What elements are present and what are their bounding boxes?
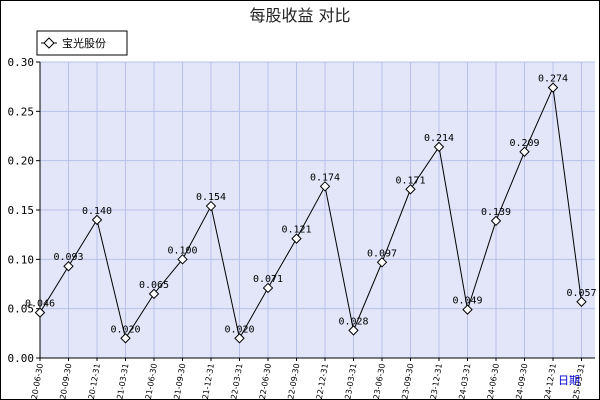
x-tick-label: 2023-12-31: [427, 363, 444, 400]
x-tick-label: 2023-06-30: [370, 363, 387, 400]
x-tick-label: 2023-09-30: [399, 363, 416, 400]
x-axis-unit-label: 日期: [558, 374, 580, 387]
data-label: 0.154: [196, 192, 226, 203]
data-point-marker: [519, 146, 530, 157]
series-polyline: [39, 85, 582, 340]
data-label: 0.100: [167, 245, 197, 256]
y-axis-ticks: 0.00 0.05 0.10 0.15 0.20 0.25 0.30: [8, 56, 40, 365]
data-point-marker: [234, 333, 245, 344]
data-label: 0.071: [253, 274, 283, 285]
x-tick-label: 2020-06-30: [28, 363, 45, 400]
y-tick-label: 0.20: [8, 155, 35, 168]
data-point-marker: [376, 257, 388, 268]
x-tick-label: 2022-09-30: [285, 363, 302, 400]
x-tick-label: 2020-12-31: [85, 363, 102, 400]
legend: 宝光股份: [36, 30, 128, 56]
data-label: 0.140: [82, 206, 112, 217]
x-tick-label: 2021-09-30: [171, 363, 188, 400]
data-label: 0.093: [53, 252, 83, 263]
data-label: 0.046: [25, 299, 55, 310]
data-point-marker: [63, 261, 74, 272]
data-label: 0.274: [538, 74, 568, 85]
y-tick-label: 0.10: [8, 253, 35, 266]
x-tick-label: 2022-06-30: [256, 363, 273, 400]
x-tick-label: 2021-12-31: [199, 363, 216, 400]
data-point-marker: [405, 184, 416, 195]
data-point-marker: [205, 200, 217, 212]
series-line: [39, 85, 582, 340]
data-label: 0.097: [367, 248, 397, 259]
x-tick-label: 2021-03-31: [114, 363, 131, 400]
x-tick-label: 2021-06-30: [142, 363, 159, 400]
data-label: 0.065: [139, 280, 169, 291]
data-label: 0.139: [481, 207, 511, 218]
data-label: 0.174: [310, 172, 340, 183]
data-point-marker: [177, 254, 188, 265]
data-label: 0.028: [338, 316, 368, 327]
x-tick-label: 2023-03-31: [342, 363, 359, 400]
data-point-marker: [462, 304, 473, 315]
y-tick-label: 0.25: [8, 105, 35, 118]
y-tick-label: 0.30: [8, 56, 35, 69]
data-label: 0.121: [281, 225, 311, 236]
data-label: 0.057: [566, 288, 596, 299]
x-tick-label: 2022-03-31: [228, 363, 245, 400]
data-label: 0.020: [110, 324, 140, 335]
x-tick-label: 2024-09-30: [513, 363, 530, 400]
data-point-marker: [348, 325, 359, 336]
chart-title: 每股收益 对比: [249, 6, 350, 25]
grid: [40, 61, 595, 359]
x-tick-label: 2020-09-30: [57, 363, 74, 400]
data-label: 0.171: [395, 175, 425, 186]
series-markers: [34, 82, 587, 344]
data-labels: 0.046 0.093 0.140 0.020 0.065 0.100 0.154 0.020…: [25, 74, 597, 336]
x-tick-label: 2022-12-31: [313, 363, 330, 400]
data-point-marker: [34, 307, 46, 318]
y-tick-label: 0.15: [8, 204, 35, 217]
y-tick-label: 0.05: [8, 303, 35, 316]
data-point-marker: [319, 181, 331, 192]
data-point-marker: [490, 215, 502, 227]
data-point-marker: [547, 82, 559, 93]
x-axis-ticks: 2020-06-30 2020-09-30 2020-12-31 2021-03-31…: [28, 358, 586, 400]
data-point-marker: [262, 282, 274, 294]
x-tick-label: 2024-06-30: [484, 363, 501, 400]
y-tick-label: 0.00: [8, 352, 35, 365]
data-label: 0.214: [424, 133, 454, 144]
data-label: 0.209: [509, 138, 539, 149]
data-point-marker: [291, 233, 302, 244]
data-point-marker: [148, 288, 160, 300]
data-point-marker: [433, 141, 445, 153]
data-label: 0.049: [452, 296, 482, 307]
x-tick-label: 2024-03-31: [456, 363, 473, 400]
x-tick-label: 2024-12-31: [541, 363, 558, 400]
data-point-marker: [91, 214, 103, 226]
legend-marker-icon: [43, 37, 55, 49]
data-point-marker: [576, 296, 587, 307]
data-point-marker: [120, 333, 131, 344]
data-label: 0.020: [224, 324, 254, 335]
legend-label: 宝光股份: [62, 36, 106, 50]
